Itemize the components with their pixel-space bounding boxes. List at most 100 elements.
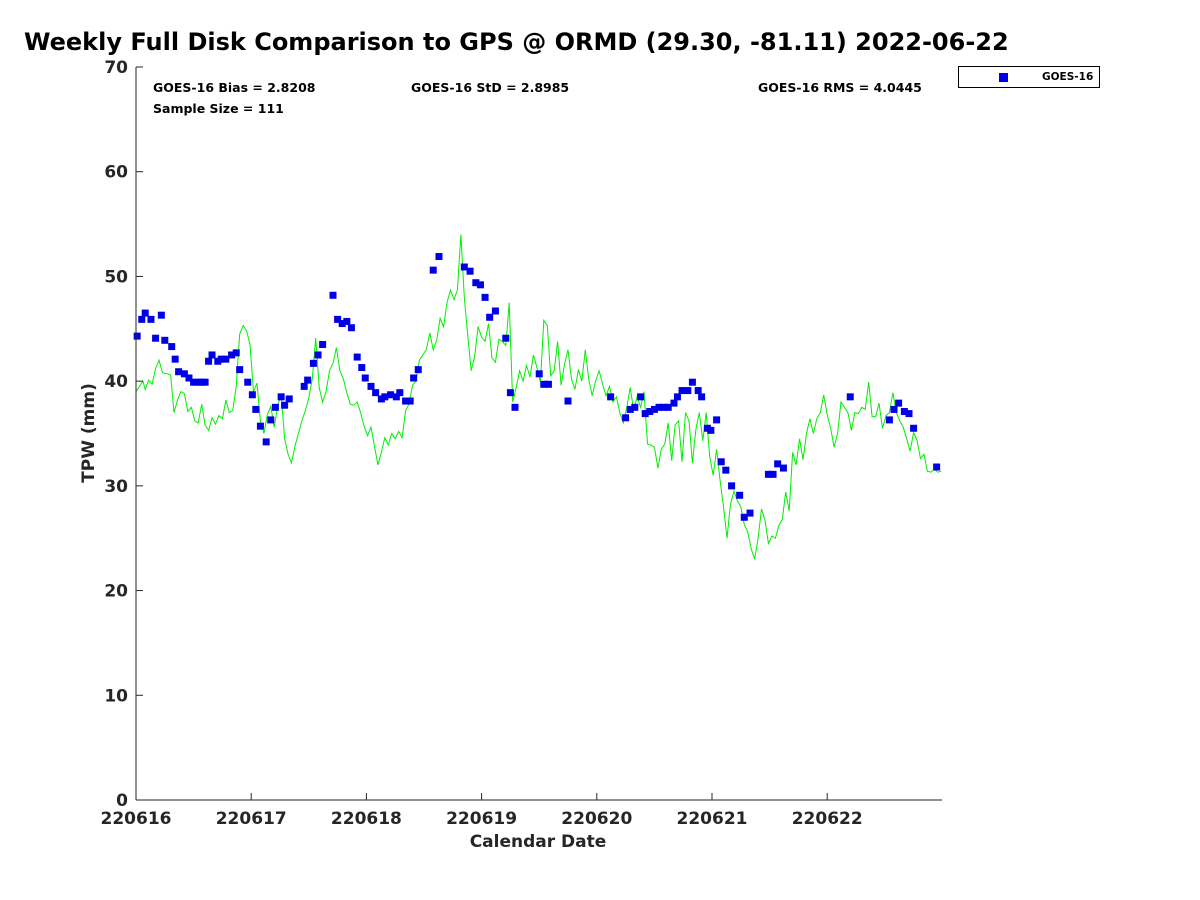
goes-16-point xyxy=(540,380,548,388)
goes-16-point xyxy=(460,263,468,271)
goes-16-point xyxy=(319,340,327,348)
goes-16-point xyxy=(910,424,918,432)
goes-16-point xyxy=(769,470,777,478)
goes-16-point xyxy=(637,393,645,401)
goes-16-point xyxy=(736,491,744,499)
goes-16-point xyxy=(161,336,169,344)
goes-16-point xyxy=(646,408,654,416)
goes-16-point xyxy=(222,355,230,363)
goes-16-point xyxy=(641,410,649,418)
goes-16-point xyxy=(664,403,672,411)
goes-16-point xyxy=(688,378,696,386)
goes-16-point xyxy=(392,393,400,401)
goes-16-point xyxy=(314,351,322,359)
goes-16-point xyxy=(217,355,225,363)
gps-series-layer xyxy=(135,234,942,560)
goes-16-point xyxy=(698,393,706,401)
goes-16-point xyxy=(256,422,264,430)
goes-16-point xyxy=(406,397,414,405)
goes-16-point xyxy=(201,378,209,386)
goes-16-point xyxy=(361,374,369,382)
goes-16-point xyxy=(248,391,256,399)
y-tick-label: 40 xyxy=(104,372,128,392)
goes-16-point xyxy=(895,399,903,407)
bias-stat: GOES-16 Bias = 2.8208 xyxy=(153,80,316,95)
goes-16-point xyxy=(933,463,941,471)
goes-16-point xyxy=(262,438,270,446)
goes-16-point xyxy=(410,374,418,382)
goes-16-point xyxy=(358,364,366,372)
legend-label: GOES-16 xyxy=(1042,71,1094,83)
goes-16-point xyxy=(905,410,913,418)
goes-16-point xyxy=(175,368,183,376)
goes-16-point xyxy=(402,397,410,405)
goes-16-point xyxy=(655,403,663,411)
goes-16-point xyxy=(631,403,639,411)
goes-16-point xyxy=(185,374,193,382)
goes-16-point xyxy=(414,366,422,374)
y-tick-label: 30 xyxy=(104,477,128,497)
x-tick-label: 220616 xyxy=(101,809,172,829)
goes-16-point xyxy=(626,405,634,413)
goes-16-point xyxy=(396,389,404,397)
goes-16-point xyxy=(607,393,615,401)
std-stat: GOES-16 StD = 2.8985 xyxy=(411,80,570,95)
goes-16-point xyxy=(429,266,437,274)
legend-marker-icon xyxy=(999,73,1008,82)
goes-16-point xyxy=(717,458,725,466)
goes-16-point xyxy=(722,466,730,474)
goes-16-point xyxy=(208,351,216,359)
goes-16-point xyxy=(491,307,499,315)
goes-16-point xyxy=(300,382,308,390)
goes-16-point xyxy=(133,332,141,340)
goes-16-point xyxy=(544,380,552,388)
goes-series-layer xyxy=(133,253,941,521)
goes-16-point xyxy=(622,414,630,422)
goes-16-point xyxy=(347,324,355,332)
axes-layer: 0 10 20 30 40 50 60 70 220616 220617 220618 220619 2… xyxy=(101,58,942,829)
goes-16-point xyxy=(435,253,443,261)
goes-16-point xyxy=(481,293,489,301)
goes-16-point xyxy=(285,395,293,403)
goes-16-point xyxy=(387,391,395,399)
goes-16-point xyxy=(846,393,854,401)
goes-16-point xyxy=(660,403,668,411)
goes-16-point xyxy=(353,353,361,361)
x-tick-label: 220621 xyxy=(677,809,748,829)
goes-16-point xyxy=(168,343,176,351)
goes-16-point xyxy=(138,315,146,323)
x-tick-label: 220622 xyxy=(792,809,863,829)
goes-16-point xyxy=(147,315,155,323)
goes-16-point xyxy=(885,416,893,424)
goes-16-point xyxy=(372,389,380,397)
goes-16-point xyxy=(236,366,244,374)
goes-16-point xyxy=(713,416,721,424)
x-axis-label: Calendar Date xyxy=(470,832,607,852)
goes-16-point xyxy=(684,387,692,395)
chart-title: Weekly Full Disk Comparison to GPS @ ORM… xyxy=(24,28,1009,56)
y-tick-label: 10 xyxy=(104,686,128,706)
goes-16-point xyxy=(535,370,543,378)
goes-16-point xyxy=(670,399,678,407)
goes-16-point xyxy=(267,416,275,424)
rms-stat: GOES-16 RMS = 4.0445 xyxy=(758,80,922,95)
y-axis-label: TPW (mm) xyxy=(79,383,99,483)
x-tick-label: 220617 xyxy=(216,809,287,829)
legend: GOES-16 xyxy=(958,66,1100,88)
goes-16-point xyxy=(171,355,179,363)
goes-16-point xyxy=(190,378,198,386)
goes-16-point xyxy=(779,464,787,472)
goes-16-point xyxy=(740,513,748,521)
goes-16-point xyxy=(271,403,279,411)
goes-16-point xyxy=(244,378,252,386)
goes-16-point xyxy=(694,387,702,395)
goes-16-point xyxy=(472,279,480,287)
goes-16-point xyxy=(466,267,474,275)
goes-16-point xyxy=(511,403,519,411)
goes-16-point xyxy=(746,509,754,517)
goes-16-point xyxy=(252,405,260,413)
goes-16-point xyxy=(486,313,494,321)
goes-16-point xyxy=(141,309,149,317)
goes-16-point xyxy=(343,317,351,325)
